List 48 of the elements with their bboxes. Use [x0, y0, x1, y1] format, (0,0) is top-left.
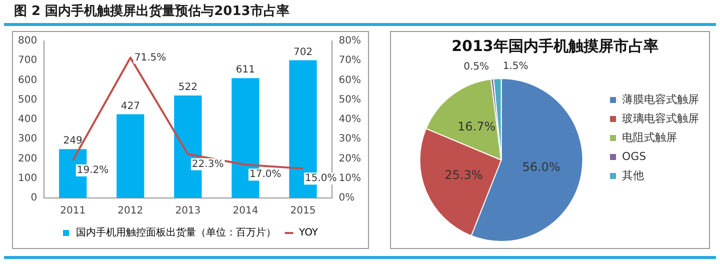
y-tick-label: 700 — [18, 55, 38, 66]
y2-tick-label: 20% — [338, 153, 362, 164]
x-tick-label: 2014 — [232, 206, 258, 217]
y-tick-label: 400 — [18, 114, 38, 126]
y2-tick-label: 70% — [338, 55, 362, 66]
x-tick-label: 2012 — [118, 206, 144, 217]
y-tick-label: 100 — [18, 172, 38, 184]
bar — [116, 114, 144, 198]
y-tick-label: 800 — [18, 36, 38, 47]
data-label: 702 — [293, 46, 313, 58]
legend-label: 国内手机用触控面板出货量（单位：百万片） — [76, 226, 276, 239]
legend-label: 薄膜电容式触屏 — [622, 92, 699, 106]
y-tick-label: 600 — [18, 74, 38, 86]
y-tick-label: 300 — [18, 134, 38, 145]
data-label: 22.3% — [192, 158, 224, 170]
y2-tick-label: 60% — [338, 74, 362, 86]
y2-tick-label: 30% — [338, 134, 362, 145]
y2-tick-label: 0% — [338, 192, 355, 204]
legend-label: YOY — [298, 228, 319, 239]
chart-title: 图 2 国内手机触摸屏出货量预估与2013市占率 — [14, 2, 290, 20]
y2-tick-label: 80% — [338, 36, 362, 47]
legend-label: 电阻式触屏 — [622, 130, 677, 144]
data-label: 17.0% — [249, 169, 282, 180]
data-label: 71.5% — [134, 52, 166, 64]
y-tick-label: 200 — [18, 153, 38, 164]
data-label: 56.0% — [522, 160, 560, 174]
x-tick-label: 2015 — [290, 206, 316, 217]
data-label: 0.5% — [464, 62, 489, 73]
data-label: 522 — [178, 82, 198, 94]
x-tick-label: 2013 — [175, 206, 201, 217]
legend-label: 玻璃电容式触屏 — [622, 112, 699, 125]
data-label: 15.0% — [305, 173, 337, 184]
x-tick-label: 2011 — [60, 206, 86, 217]
y-tick-label: 0 — [30, 192, 38, 204]
data-label: 249 — [63, 136, 82, 147]
data-label: 16.7% — [458, 120, 496, 134]
data-label: 611 — [236, 64, 256, 76]
y-tick-label: 500 — [18, 94, 38, 106]
data-label: 427 — [120, 100, 140, 112]
data-label: 1.5% — [502, 61, 528, 72]
data-label: 25.3% — [444, 168, 483, 182]
legend-label: 其他 — [622, 168, 644, 182]
legend-label: OGS — [622, 150, 646, 163]
chart-title: 2013年国内手机触摸屏市占率 — [452, 36, 658, 55]
y2-tick-label: 10% — [338, 172, 362, 184]
y2-tick-label: 40% — [338, 114, 362, 126]
data-label: 19.2% — [76, 164, 109, 176]
y2-tick-label: 50% — [338, 94, 362, 106]
